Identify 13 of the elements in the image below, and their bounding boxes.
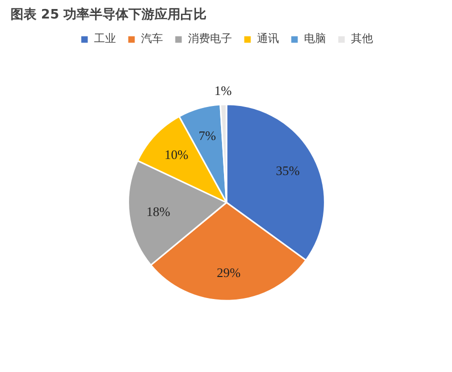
legend-label: 消费电子 [188, 31, 232, 46]
legend-label: 电脑 [304, 31, 326, 46]
data-label: 1% [214, 83, 232, 98]
data-label: 10% [164, 147, 188, 162]
legend-label: 汽车 [141, 31, 163, 46]
legend-label: 通讯 [257, 31, 279, 46]
data-label: 35% [276, 163, 300, 178]
data-label: 29% [216, 264, 241, 280]
data-label: 7% [198, 128, 216, 143]
data-label: 18% [146, 204, 170, 219]
chart-title: 图表 25 功率半导体下游应用占比 [10, 6, 207, 22]
legend-label: 工业 [94, 31, 116, 46]
legend-label: 其他 [351, 31, 373, 46]
